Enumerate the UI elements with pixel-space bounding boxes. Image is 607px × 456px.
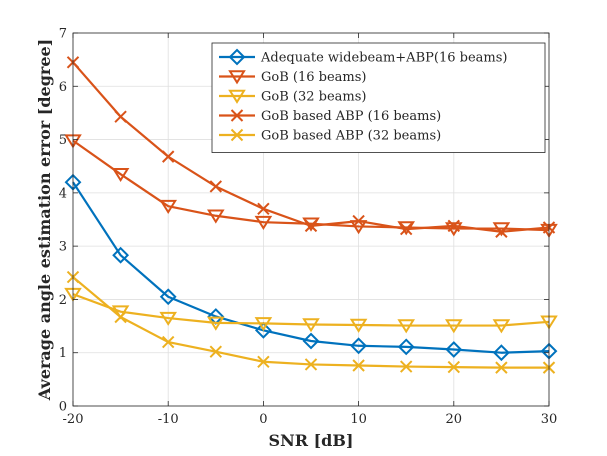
data-point-marker [209,180,223,193]
data-point-marker [302,332,320,350]
legend-marker [228,70,246,85]
y-tick-label: 2 [59,293,67,308]
data-point-marker [254,321,272,339]
data-point-marker [349,318,368,333]
x-tick-label: 0 [259,412,267,427]
legend-entry: GoB (16 beams) [219,70,366,85]
data-point-marker [492,319,511,334]
series-1 [64,173,558,362]
x-tick-label: 20 [446,412,463,427]
data-point-marker [304,358,318,371]
series-5 [66,270,556,374]
series-line [72,181,550,354]
data-point-marker [445,341,463,358]
y-tick-label: 6 [59,80,67,95]
data-point-marker [399,222,413,236]
data-point-marker [352,359,365,372]
x-axis-label: SNR [dB] [269,431,354,450]
legend-box [211,42,546,153]
data-point-marker [254,215,273,231]
y-axis-label: Average angle estimation error [degree] [35,39,54,401]
plot-frame [72,32,550,407]
y-tick-label: 0 [59,400,67,415]
data-point-marker [114,310,127,324]
legend-label: GoB based ABP (32 beams) [261,129,441,144]
data-point-marker [352,214,365,228]
y-tick-label: 5 [59,133,67,148]
data-point-marker [447,360,461,374]
data-point-marker [111,167,130,183]
legend-label: GoB (32 beams) [261,90,366,105]
y-tick-label: 3 [59,240,67,255]
y-tick-label: 1 [59,346,67,361]
data-point-marker [159,311,178,326]
data-point-marker [206,316,225,331]
series-3 [64,287,558,334]
data-point-marker [495,225,508,238]
data-point-marker [112,246,130,264]
data-point-marker [257,202,270,216]
data-point-marker [302,318,320,333]
ticks: -20 -10 0 10 20 30 0 1 2 3 4 5 6 7 [59,27,558,428]
data-point-marker [254,317,273,332]
legend-label: GoB (16 beams) [261,70,366,85]
data-point-marker [350,337,368,355]
data-point-marker [397,319,416,334]
legend-entry: GoB based ABP (16 beams) [219,109,441,124]
legend-entry: GoB (32 beams) [219,90,366,105]
x-tick-label: -10 [158,412,179,427]
series-line [72,293,550,327]
data-point-marker [447,219,461,233]
legend-marker [228,48,246,66]
legend: Adequate widebeam+ABP(16 beams) GoB (16 b… [211,42,546,153]
x-tick-label: 30 [541,412,558,427]
y-tick-label: 7 [59,27,67,42]
legend-marker [230,109,244,122]
data-point-marker [399,360,413,373]
data-point-marker [397,338,415,356]
legend-entry: GoB based ABP (32 beams) [219,129,441,144]
data-point-marker [159,199,178,215]
data-point-marker [492,344,510,362]
legend-label: GoB based ABP (16 beams) [261,109,441,124]
data-point-marker [114,110,127,123]
data-point-marker [161,150,175,163]
series-layer [64,56,558,374]
y-tick-label: 4 [59,186,67,201]
legend-entry: Adequate widebeam+ABP(16 beams) [219,48,507,66]
x-tick-label: -20 [63,412,84,427]
x-tick-label: 10 [350,412,367,427]
data-point-marker [444,319,463,334]
data-point-marker [159,288,177,306]
data-point-marker [209,345,223,358]
legend-marker [230,128,244,142]
legend-marker [228,89,246,104]
legend-label: Adequate widebeam+ABP(16 beams) [260,51,507,66]
data-point-marker [495,361,508,374]
data-point-marker [161,335,175,349]
data-point-marker [304,219,318,233]
data-point-marker [257,355,270,368]
data-point-marker [111,305,130,320]
data-point-marker [206,209,225,224]
